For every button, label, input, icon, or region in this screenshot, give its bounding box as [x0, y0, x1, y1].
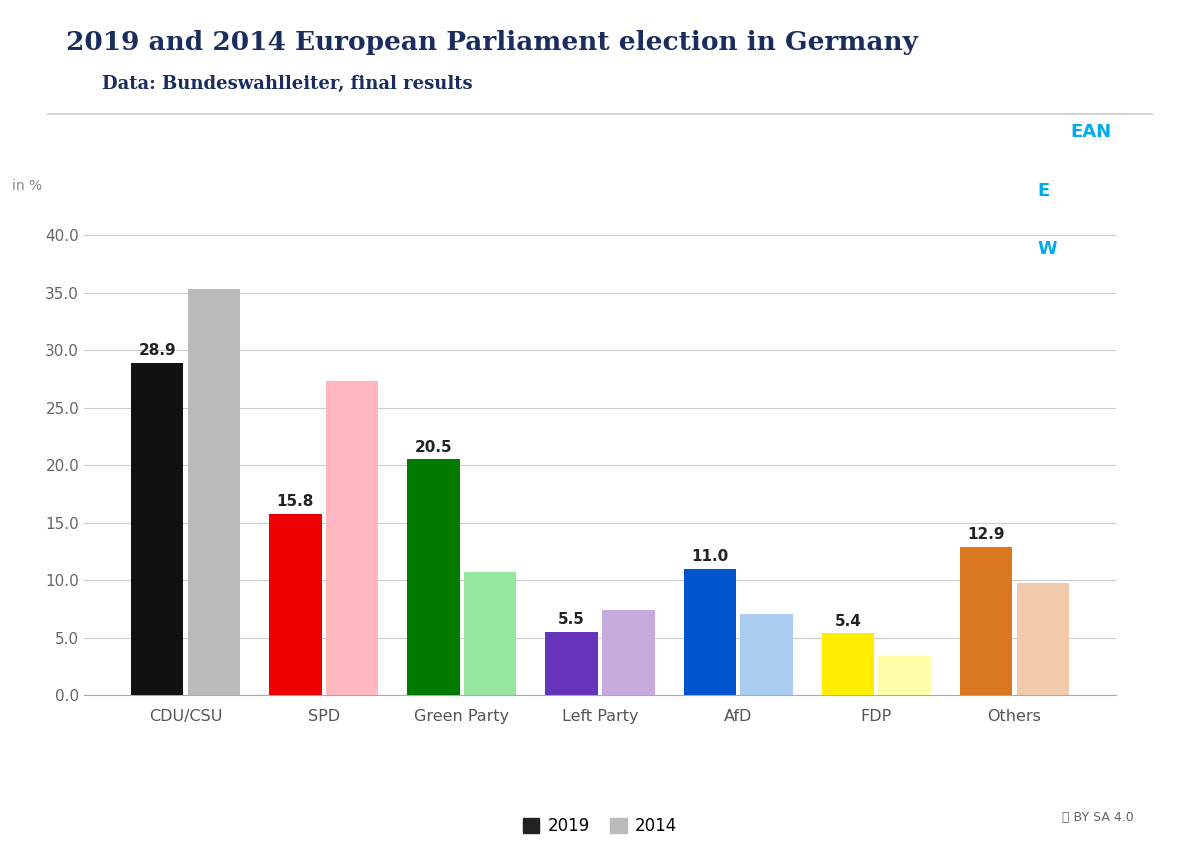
Bar	[464, 572, 516, 695]
Bar	[684, 569, 736, 695]
Text: 28.9: 28.9	[138, 343, 176, 358]
Text: 11.0: 11.0	[691, 550, 728, 564]
Text: 5.4: 5.4	[834, 614, 862, 628]
Text: 20.5: 20.5	[415, 440, 452, 455]
Bar	[187, 289, 240, 695]
Bar	[740, 614, 793, 695]
Bar	[546, 632, 598, 695]
Text: Data: Bundeswahlleiter, final results: Data: Bundeswahlleiter, final results	[102, 75, 473, 92]
Text: CL: CL	[1038, 123, 1062, 142]
Bar	[269, 514, 322, 695]
Text: 12.9: 12.9	[967, 527, 1004, 543]
Text: 2019 and 2014 European Parliament election in Germany: 2019 and 2014 European Parliament electi…	[66, 30, 918, 54]
Bar	[878, 656, 931, 695]
Bar	[131, 363, 184, 695]
Bar	[960, 547, 1013, 695]
Text: NERGY: NERGY	[1054, 181, 1123, 200]
Text: 5.5: 5.5	[558, 612, 586, 628]
Text: EAN: EAN	[1070, 123, 1111, 142]
Text: in %: in %	[12, 179, 42, 192]
Text: 15.8: 15.8	[277, 494, 314, 509]
Bar	[1016, 583, 1069, 695]
Text: Ⓒ BY SA 4.0: Ⓒ BY SA 4.0	[1062, 812, 1134, 824]
Text: W: W	[1038, 240, 1057, 259]
Bar	[822, 633, 875, 695]
Bar	[602, 611, 654, 695]
Bar	[407, 460, 460, 695]
Text: E: E	[1038, 181, 1050, 200]
Text: IRE: IRE	[1054, 240, 1087, 259]
Bar	[325, 382, 378, 695]
Legend: 2019, 2014: 2019, 2014	[516, 811, 684, 842]
